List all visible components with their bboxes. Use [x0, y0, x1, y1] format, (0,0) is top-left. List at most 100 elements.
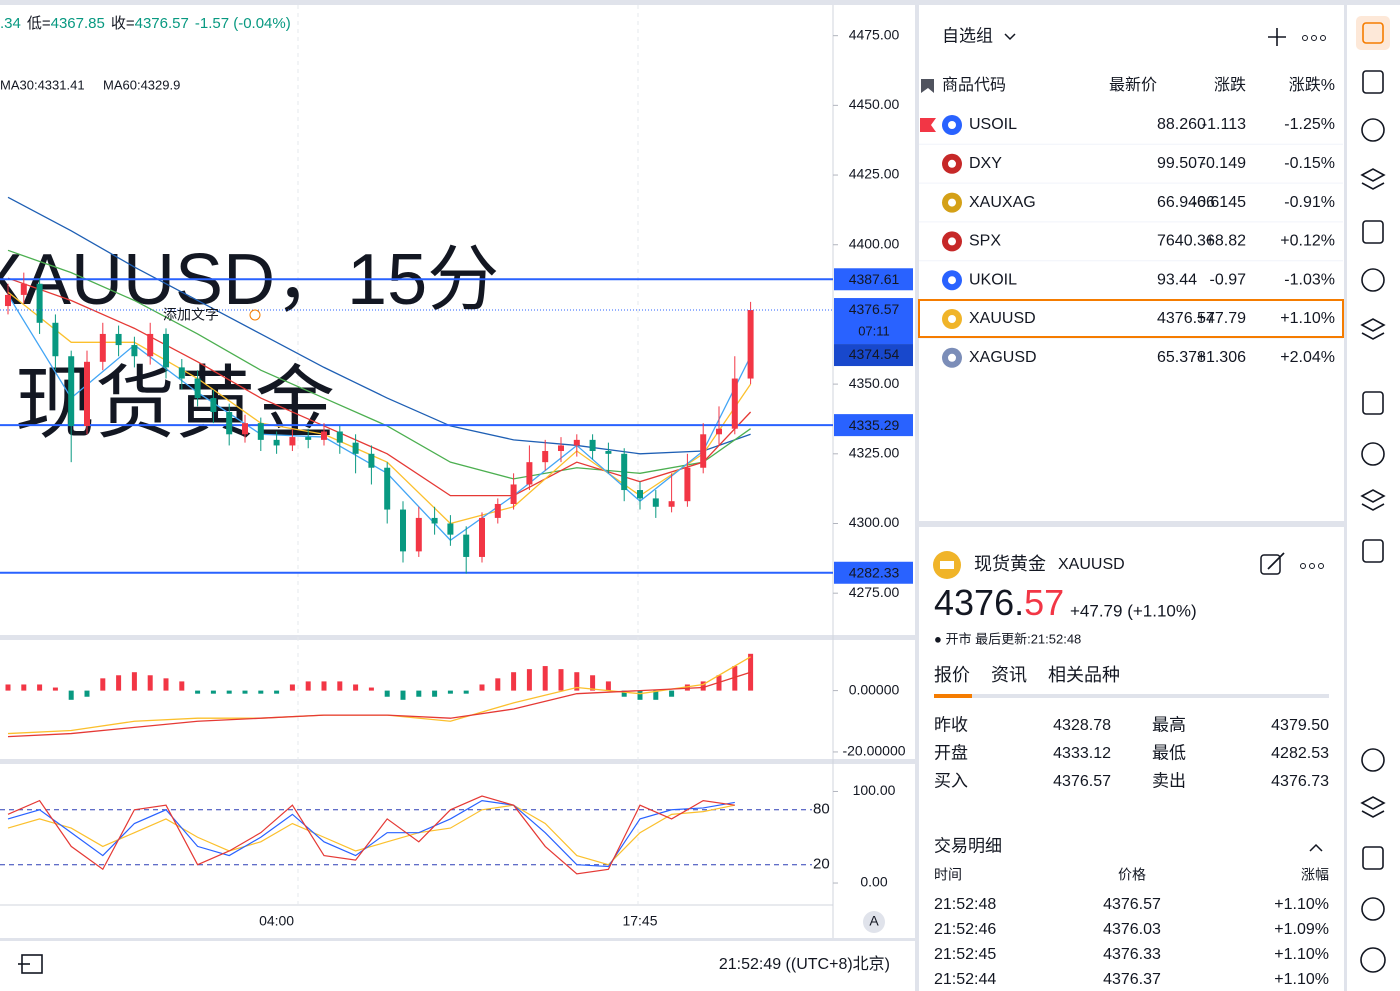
macd-bar [637, 690, 643, 700]
icon [1360, 796, 1386, 818]
change-pct: +0.12% [1280, 233, 1335, 250]
sidebar-button[interactable] [1360, 489, 1386, 511]
candle-body [494, 503, 501, 518]
sidebar-button[interactable] [1362, 220, 1384, 244]
quote-label: 最高 [1152, 715, 1186, 734]
sidebar-button[interactable] [1360, 318, 1386, 340]
candle-body [526, 462, 533, 485]
icon [1361, 897, 1385, 921]
sidebar-button[interactable] [1362, 70, 1384, 94]
candle-body [84, 361, 90, 426]
change: +47.79 [1197, 310, 1246, 327]
candle-body [321, 431, 327, 440]
candle-body [684, 467, 691, 502]
icon [1362, 391, 1384, 415]
tab[interactable]: 相关品种 [1048, 665, 1120, 685]
macd-bar [21, 684, 27, 691]
edit-button[interactable] [1260, 552, 1285, 575]
macd-bar [226, 690, 232, 694]
sidebar-button[interactable] [1361, 897, 1385, 921]
collapse-button[interactable] [1309, 843, 1323, 852]
candle-body [289, 437, 296, 446]
candle-body [573, 439, 580, 446]
sidebar-button[interactable] [1362, 391, 1384, 415]
change: +1.306 [1197, 349, 1246, 366]
y-tick-label: 0.00000 [849, 681, 900, 697]
tab[interactable]: 报价 [934, 665, 970, 685]
trade-time: 21:52:44 [934, 971, 996, 988]
pane-divider [0, 635, 915, 640]
trade-change: +1.10% [1274, 896, 1329, 913]
macd-bar [479, 684, 485, 691]
trade-column: 涨幅 [1301, 867, 1329, 883]
watchlist-title: 自选组 [942, 26, 993, 45]
divider [1344, 0, 1347, 991]
tab-bar [934, 694, 1329, 698]
icon [1362, 539, 1384, 563]
candle-body [115, 333, 122, 346]
macd-bar [574, 672, 580, 691]
y-tick-label: 0.00 [860, 874, 887, 890]
quote-value: 4282.53 [1271, 745, 1329, 762]
y-tick-label: 4350.00 [849, 375, 900, 391]
candle-body [621, 453, 628, 491]
divider [915, 0, 919, 991]
sidebar-button[interactable] [1361, 748, 1385, 772]
sidebar-button[interactable] [1360, 796, 1386, 818]
quote-label: 最低 [1152, 743, 1186, 762]
symbol-icon [940, 561, 954, 569]
replay-button[interactable] [18, 954, 43, 974]
macd-bar [669, 690, 675, 697]
x-tick-label: 04:00 [259, 913, 294, 929]
icon [1361, 118, 1385, 142]
macd-bar [274, 690, 280, 694]
more-button[interactable] [1302, 35, 1326, 41]
sidebar-button[interactable] [1360, 168, 1386, 190]
sidebar-button[interactable] [1362, 539, 1384, 563]
candle-body [163, 333, 169, 368]
scale-button-bg[interactable] [863, 911, 885, 933]
sidebar-button[interactable] [1362, 846, 1384, 870]
dropdown-arrow[interactable] [1004, 33, 1016, 41]
macd-bar [305, 681, 311, 691]
column-header: 商品代码 [942, 76, 1006, 94]
add-button[interactable] [1268, 28, 1286, 46]
stoch-line [7, 795, 735, 875]
candle-body [194, 378, 201, 399]
more-button[interactable] [1300, 563, 1324, 569]
level-label: 4387.61 [849, 271, 900, 287]
column-header: 涨跌% [1289, 76, 1335, 94]
sidebar-button[interactable] [1361, 268, 1385, 292]
candle-body [589, 439, 596, 452]
sidebar-button[interactable] [1361, 118, 1385, 142]
divider [919, 521, 1345, 527]
ohlc-change: -1.57 (-0.04%) [195, 15, 291, 32]
help-button[interactable] [1360, 947, 1386, 973]
candle-body [178, 367, 185, 379]
ma-legend: MA60:4329.9 [103, 77, 180, 92]
change-pct: -1.03% [1284, 271, 1335, 288]
flag-icon[interactable] [920, 118, 936, 132]
macd-bar [432, 690, 438, 697]
top-strip [0, 0, 1400, 5]
change: -1.113 [1202, 116, 1246, 133]
macd-bar [684, 684, 690, 691]
column-header: 最新价 [1109, 76, 1157, 94]
candle-body [731, 378, 738, 429]
level-label: 4282.33 [849, 564, 900, 580]
sidebar-button[interactable] [1361, 442, 1385, 466]
price: 4376.57 [1157, 310, 1215, 327]
sidebar-active[interactable] [1356, 16, 1390, 50]
symbol: SPX [969, 233, 1001, 250]
symbol: XAGUSD [969, 349, 1037, 366]
change-pct: +2.04% [1280, 349, 1335, 366]
change-pct: -0.91% [1284, 194, 1335, 211]
macd-bar [195, 690, 201, 694]
quote-label: 昨收 [934, 715, 968, 734]
candle-body [747, 310, 754, 379]
trade-column: 价格 [1118, 867, 1146, 883]
tab[interactable]: 资讯 [991, 665, 1027, 685]
candle-body [257, 423, 264, 440]
anchor-point[interactable] [249, 309, 261, 321]
